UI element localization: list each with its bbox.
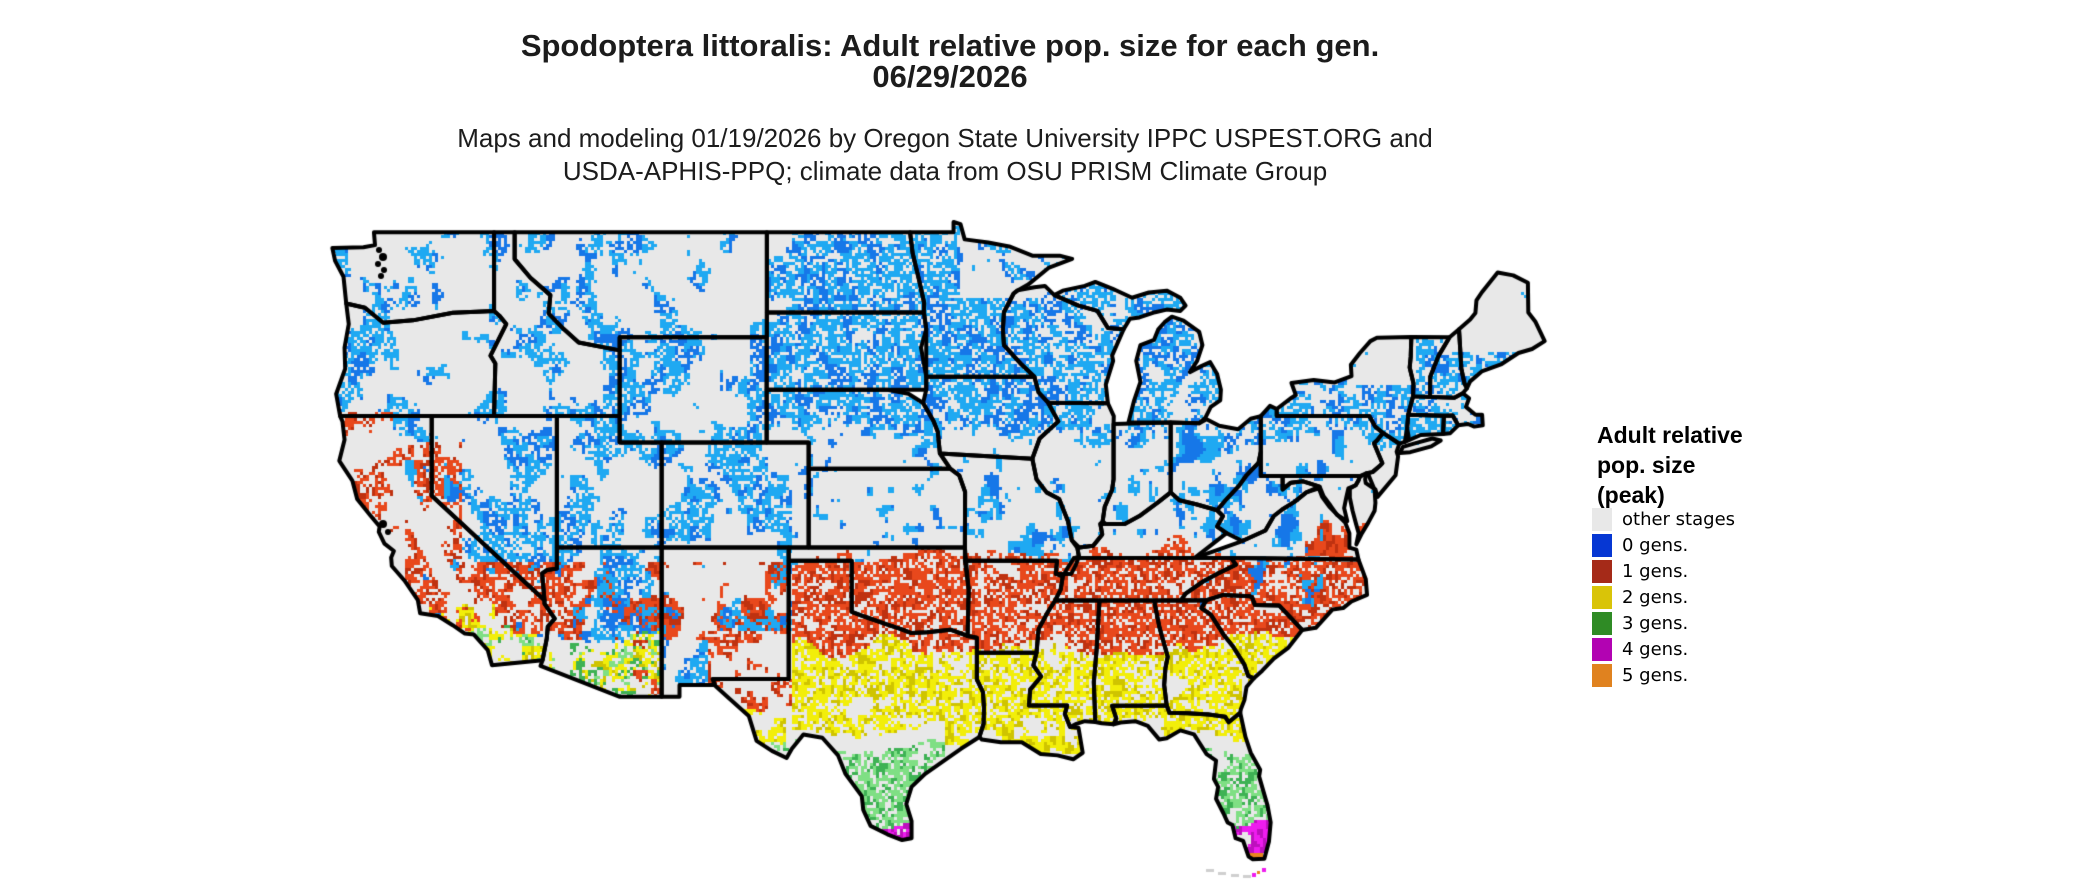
legend-item-label: 2 gens. bbox=[1622, 586, 1689, 608]
legend-item: 5 gens. bbox=[1592, 662, 1735, 688]
map-legend: Adult relative pop. size (peak) other st… bbox=[1592, 420, 1892, 687]
legend-swatch bbox=[1592, 611, 1612, 635]
legend-item: 1 gens. bbox=[1592, 558, 1735, 584]
figure-title-date: 06/29/2026 bbox=[872, 59, 1028, 94]
figure-subtitle-line2: USDA-APHIS-PPQ; climate data from OSU PR… bbox=[562, 156, 1328, 186]
legend-item: 3 gens. bbox=[1592, 610, 1735, 636]
legend-item: 2 gens. bbox=[1592, 584, 1735, 610]
legend-item: 0 gens. bbox=[1592, 532, 1735, 558]
legend-item-label: 4 gens. bbox=[1622, 638, 1689, 660]
figure-header: Spodoptera littoralis: Adult relative po… bbox=[0, 30, 1900, 92]
legend-swatch bbox=[1592, 637, 1612, 661]
figure-subtitle-line1: Maps and modeling 01/19/2026 by Oregon S… bbox=[457, 123, 1433, 153]
legend-item-label: 0 gens. bbox=[1622, 534, 1689, 556]
figure-subtitle: Maps and modeling 01/19/2026 by Oregon S… bbox=[0, 122, 1890, 188]
legend-item: other stages bbox=[1592, 506, 1735, 532]
legend-title-line1: Adult relative bbox=[1597, 422, 1743, 448]
legend-title: Adult relative pop. size (peak) bbox=[1597, 420, 1892, 510]
legend-swatch bbox=[1592, 507, 1612, 531]
legend-title-line3: (peak) bbox=[1597, 482, 1665, 508]
legend-item: 4 gens. bbox=[1592, 636, 1735, 662]
legend-item-label: other stages bbox=[1622, 508, 1736, 530]
legend-title-line2: pop. size bbox=[1597, 452, 1696, 478]
legend-items: other stages 0 gens. 1 gens. 2 gens. 3 gens.… bbox=[1592, 506, 1735, 688]
figure-title: Spodoptera littoralis: Adult relative po… bbox=[520, 28, 1380, 63]
legend-swatch bbox=[1592, 559, 1612, 583]
legend-swatch bbox=[1592, 663, 1612, 687]
legend-swatch bbox=[1592, 585, 1612, 609]
legend-item-label: 5 gens. bbox=[1622, 664, 1689, 686]
legend-item-label: 3 gens. bbox=[1622, 612, 1689, 634]
legend-item-label: 1 gens. bbox=[1622, 560, 1689, 582]
legend-swatch bbox=[1592, 533, 1612, 557]
